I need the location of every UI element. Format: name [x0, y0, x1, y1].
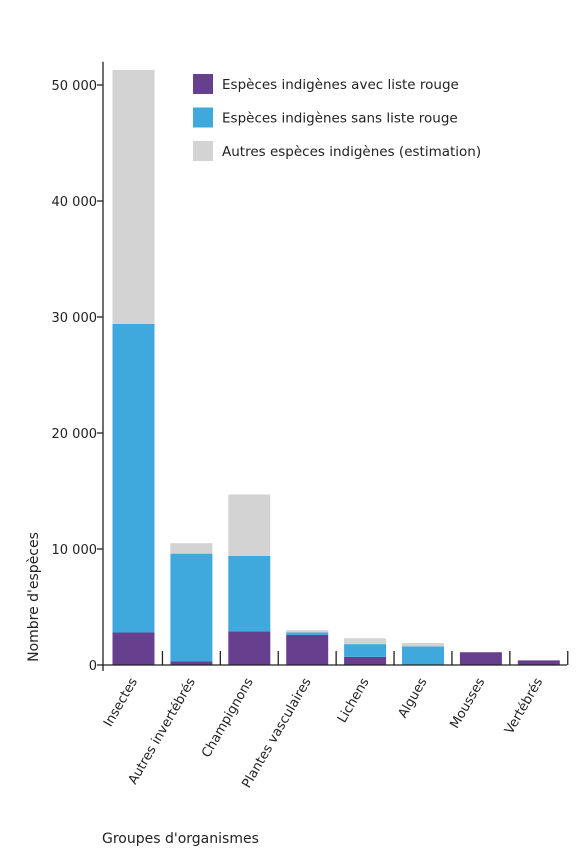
y-tick-label: 0: [89, 659, 97, 674]
legend-label-especes-indigenes-avec-liste-rouge: Espèces indigènes avec liste rouge: [222, 77, 459, 93]
bar-lichens-autres-especes-indigenes-estimation: [344, 638, 387, 645]
bar-autres-invertebres-especes-indigenes-avec-liste-rouge: [170, 661, 213, 665]
bar-insectes-autres-especes-indigenes-estimation: [112, 69, 155, 324]
legend-label-autres-especes-indigenes-estimation: Autres espèces indigènes (estimation): [222, 144, 481, 160]
bar-insectes-especes-indigenes-sans-liste-rouge: [112, 323, 155, 633]
x-tick-label-lichens: Lichens: [335, 675, 373, 725]
bar-autres-invertebres-especes-indigenes-sans-liste-rouge: [170, 553, 213, 662]
legend-swatch-especes-indigenes-sans-liste-rouge: [193, 107, 213, 128]
legend: Espèces indigènes avec liste rouge Espèce…: [193, 74, 481, 161]
bar-autres-invertebres-autres-especes-indigenes-estimation: [170, 543, 213, 554]
bar-vertebres-especes-indigenes-avec-liste-rouge: [517, 660, 560, 665]
x-tick-label-autres-invertebres: Autres invertébrés: [126, 675, 199, 787]
y-tick-label: 30 000: [52, 311, 98, 326]
y-tick-label: 10 000: [52, 543, 98, 558]
bar-champignons-autres-especes-indigenes-estimation: [228, 494, 271, 556]
legend-label-especes-indigenes-sans-liste-rouge: Espèces indigènes sans liste rouge: [222, 111, 458, 127]
y-ticks: 0 10 000 20 000 30 000 40 000 50 000: [52, 79, 103, 674]
bar-mousses-especes-indigenes-avec-liste-rouge: [459, 652, 502, 665]
bar-champignons-especes-indigenes-avec-liste-rouge: [228, 631, 271, 665]
bar-plantes-vasculaires-especes-indigenes-sans-liste-rouge: [286, 632, 329, 635]
bar-insectes-especes-indigenes-avec-liste-rouge: [112, 632, 155, 665]
bar-algues-autres-especes-indigenes-estimation: [402, 642, 444, 647]
x-axis-title: Groupes d'organismes: [102, 831, 259, 847]
bar-lichens-especes-indigenes-sans-liste-rouge: [344, 644, 387, 657]
x-tick-label-insectes: Insectes: [101, 675, 141, 729]
y-tick-label: 20 000: [52, 427, 98, 442]
bars-layer: [112, 69, 560, 665]
bar-champignons-especes-indigenes-sans-liste-rouge: [228, 555, 271, 632]
x-tick-label-mousses: Mousses: [448, 675, 489, 731]
x-tick-label-vertebres: Vertébrés: [502, 675, 546, 737]
y-axis-title: Nombre d'espèces: [26, 532, 42, 662]
y-tick-label: 40 000: [52, 195, 98, 210]
x-tick-label-algues: Algues: [396, 675, 431, 721]
x-tick-label-champignons: Champignons: [199, 675, 257, 760]
legend-swatch-autres-especes-indigenes-estimation: [193, 141, 213, 161]
bar-algues-especes-indigenes-sans-liste-rouge: [402, 646, 444, 665]
legend-swatch-especes-indigenes-avec-liste-rouge: [193, 74, 213, 94]
bar-plantes-vasculaires-especes-indigenes-avec-liste-rouge: [286, 634, 329, 665]
bar-lichens-especes-indigenes-avec-liste-rouge: [344, 656, 387, 665]
bar-plantes-vasculaires-autres-especes-indigenes-estimation: [286, 630, 329, 633]
y-tick-label: 50 000: [52, 79, 98, 94]
